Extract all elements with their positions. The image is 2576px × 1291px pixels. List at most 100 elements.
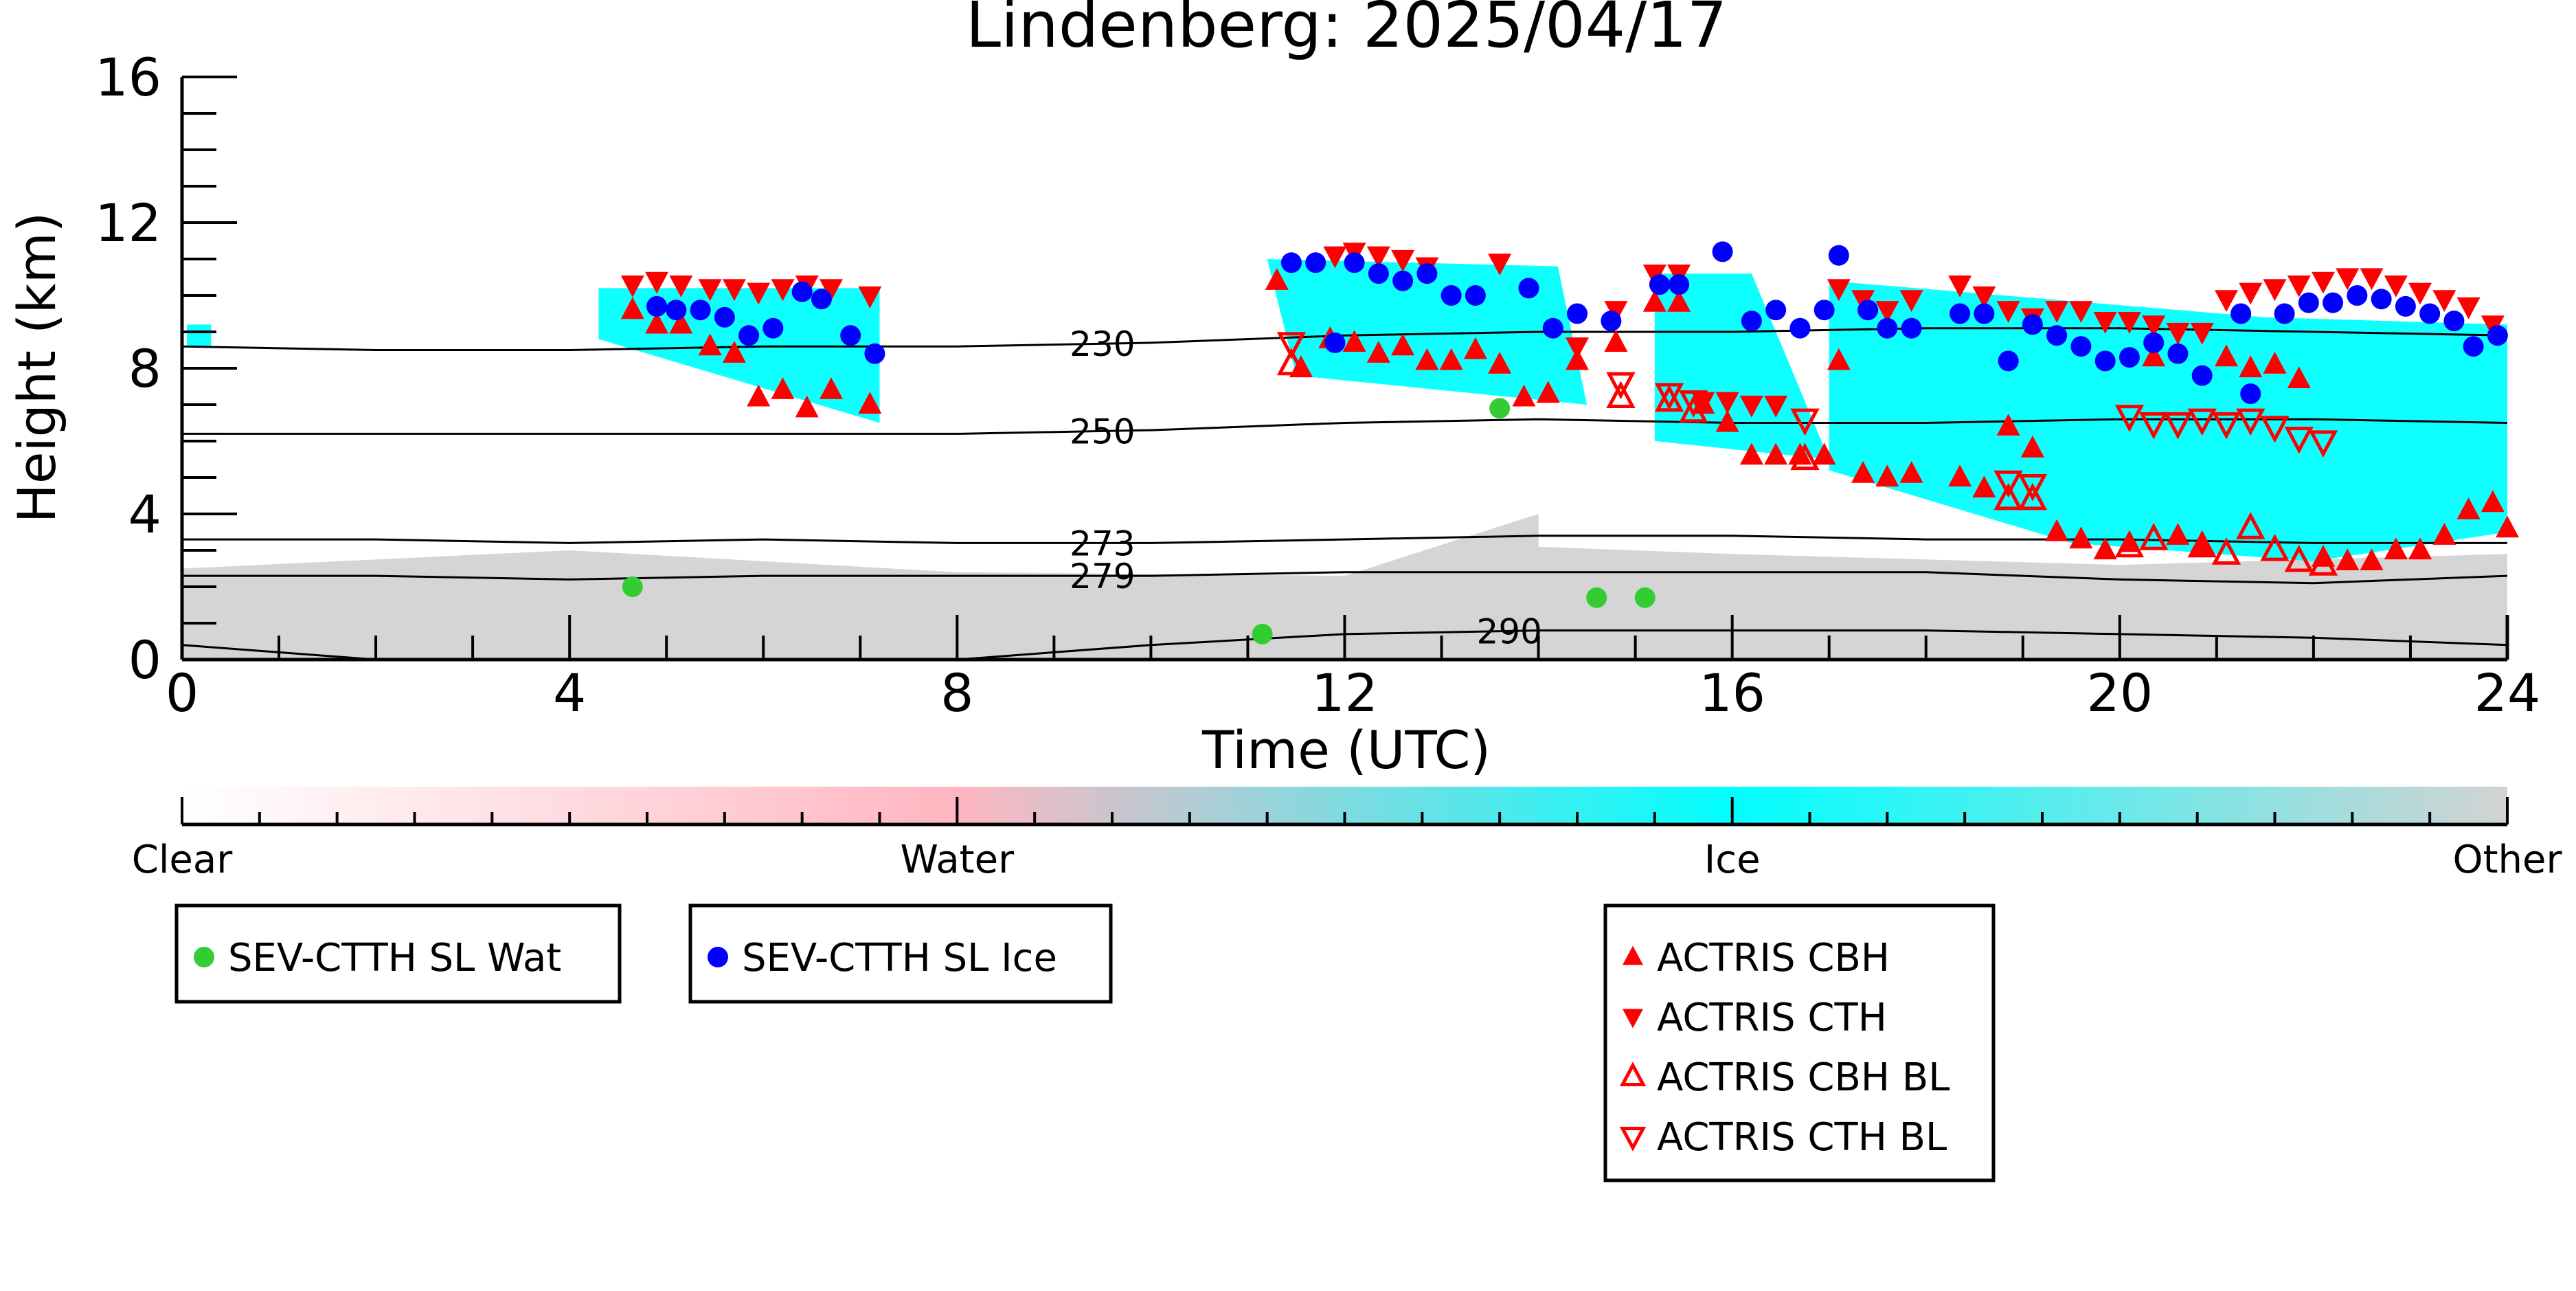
point-actris-cth [2142, 315, 2166, 338]
point-actris-cbh [1827, 348, 1851, 370]
point-actris-cbh [1512, 384, 1536, 407]
point-actris-cbh [2069, 526, 2093, 549]
contour-line-250 [182, 418, 2508, 435]
legend-label-actris-cbh: ACTRIS CBH [1657, 936, 1890, 980]
point-actris-cth-bl [2139, 412, 2169, 440]
point-actris-cth [2214, 290, 2238, 312]
point-sev-ctth-sl-ice [690, 300, 711, 321]
point-sev-ctth-sl-ice [1877, 317, 1898, 339]
point-actris-cth [1827, 279, 1851, 302]
point-actris-cbh-bl [1993, 482, 2023, 510]
point-sev-ctth-sl-ice [2191, 365, 2213, 386]
point-actris-cbh [645, 311, 669, 334]
point-sev-ctth-sl-ice [2463, 336, 2484, 357]
point-actris-cbh [1764, 442, 1788, 465]
colorbar-label-clear: Clear [132, 838, 233, 882]
contour-label-290: 290 [1477, 611, 1542, 651]
point-actris-cth [645, 271, 669, 294]
point-sev-ctth-sl-ice [791, 281, 813, 302]
y-tick-label: 12 [95, 192, 161, 254]
point-sev-ctth-sl-ice [1567, 303, 1588, 324]
point-sev-ctth-sl-ice [2323, 292, 2344, 313]
point-actris-cbh [2020, 435, 2044, 458]
point-sev-ctth-sl-ice [1789, 317, 1811, 339]
point-sev-ctth-sl-ice [2347, 285, 2368, 306]
point-sev-ctth-sl-ice [2371, 289, 2392, 310]
point-actris-cbh [2287, 366, 2311, 388]
point-actris-cbh-bl [2284, 544, 2314, 572]
point-sev-ctth-sl-ice [1305, 252, 1326, 273]
point-actris-cth [1875, 301, 1899, 323]
point-sev-ctth-sl-ice [762, 317, 784, 339]
point-actris-cbh-bl [2139, 523, 2169, 550]
point-sev-ctth-sl-wat [622, 576, 643, 597]
point-sev-ctth-sl-ice [2419, 303, 2441, 324]
point-sev-ctth-sl-ice [1857, 300, 1879, 321]
point-actris-cth [1566, 337, 1589, 359]
legend-marker-actris-cbh [1623, 945, 1643, 965]
contour-label-279: 279 [1070, 557, 1135, 596]
legend-label-actris-cth-bl: ACTRIS CTH BL [1657, 1115, 1947, 1160]
point-actris-cbh [2263, 352, 2287, 374]
point-actris-cbh [747, 384, 771, 407]
point-sev-ctth-sl-ice [666, 300, 687, 321]
legend-sev-wat-frame [174, 903, 622, 1004]
point-actris-cbh [795, 395, 819, 418]
point-actris-cbh [1948, 464, 1972, 487]
y-tick-label: 4 [128, 484, 161, 545]
point-actris-cbh [1391, 333, 1415, 356]
contour-label-250: 250 [1070, 412, 1135, 451]
point-actris-cth-bl [2187, 408, 2217, 436]
point-sev-ctth-sl-ice [1280, 252, 1302, 273]
point-sev-ctth-sl-wat [1634, 587, 1656, 608]
point-sev-ctth-sl-ice [1998, 350, 2019, 372]
point-actris-cth [1739, 395, 1763, 418]
point-actris-cbh [1604, 330, 1628, 352]
point-actris-cth [819, 279, 843, 302]
point-actris-cbh-bl [2018, 482, 2048, 510]
legend-marker-sev-ctth-sl-wat [194, 947, 214, 967]
point-actris-cbh [2360, 548, 2384, 570]
point-actris-cbh-bl [1276, 348, 1307, 376]
mask-region-ice [187, 324, 212, 347]
point-actris-cth [2360, 268, 2384, 291]
point-sev-ctth-sl-ice [1518, 278, 1539, 299]
point-sev-ctth-sl-ice [1649, 274, 1670, 295]
legend-sev-ice: SEV-CTTH SL Ice [688, 903, 1113, 1004]
point-sev-ctth-sl-ice [1828, 245, 1849, 266]
point-actris-cbh [669, 311, 693, 334]
point-actris-cth [2069, 301, 2093, 323]
point-actris-cth [2093, 312, 2117, 334]
point-sev-ctth-sl-ice [1392, 270, 1414, 291]
point-actris-cth-bl [2114, 405, 2145, 432]
point-actris-cth-bl [2211, 412, 2241, 440]
point-sev-ctth-sl-ice [2046, 325, 2068, 346]
y-tick-label: 8 [128, 338, 161, 399]
point-actris-cbh [2456, 497, 2481, 519]
legend-marker-actris-cbh-bl [1619, 1062, 1647, 1087]
point-actris-cth [698, 279, 722, 302]
x-tick-label: 20 [2086, 662, 2153, 723]
legend-marker-actris-cth [1623, 1009, 1643, 1029]
point-sev-ctth-sl-ice [714, 306, 735, 328]
point-actris-cth [2432, 290, 2456, 312]
point-actris-cth-bl [1654, 383, 1684, 411]
point-actris-cbh [2045, 519, 2069, 541]
point-actris-cth [1391, 249, 1415, 272]
point-actris-cbh [858, 392, 882, 414]
point-sev-ctth-sl-ice [2395, 295, 2416, 317]
point-sev-ctth-sl-ice [2119, 347, 2140, 368]
point-actris-cbh [1342, 330, 1366, 352]
point-actris-cbh [698, 333, 722, 356]
point-actris-cth-bl [1606, 372, 1636, 400]
legend-label-actris-cbh-bl: ACTRIS CBH BL [1657, 1055, 1950, 1100]
point-sev-ctth-sl-ice [1950, 303, 1971, 324]
colorbar: Clear Water Ice Other [132, 787, 2562, 882]
point-actris-cbh [1812, 442, 1836, 465]
x-tick-label: 12 [1311, 662, 1378, 723]
point-actris-cbh [771, 377, 795, 399]
legend-sev-wat: SEV-CTTH SL Wat [174, 903, 622, 1004]
y-tick-label: 16 [95, 47, 161, 108]
point-actris-cbh-bl [2187, 530, 2217, 558]
